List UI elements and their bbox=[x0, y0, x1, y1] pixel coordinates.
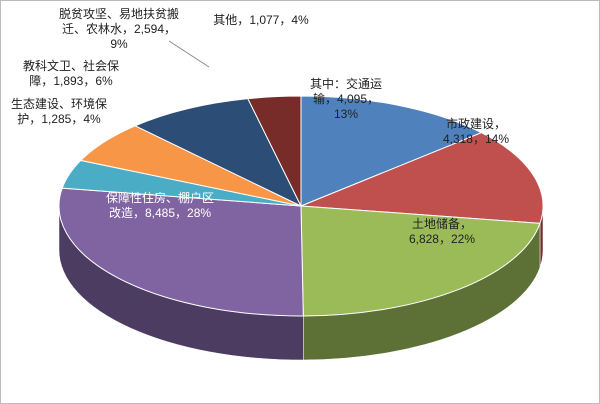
separator: ， bbox=[367, 92, 380, 106]
separator: ， bbox=[71, 112, 84, 126]
separator: ， bbox=[494, 117, 507, 131]
slice bbox=[247, 95, 302, 207]
value-label: 6,828 bbox=[408, 232, 439, 246]
slice bbox=[300, 205, 541, 317]
value-label: 1,285 bbox=[41, 112, 72, 126]
separator: ， bbox=[438, 232, 451, 246]
percent-label: 6% bbox=[95, 74, 113, 88]
value-label: 4,095 bbox=[336, 92, 368, 106]
leader-line bbox=[168, 40, 210, 68]
category-name: 其他 bbox=[213, 13, 238, 27]
value-label: 2,594 bbox=[133, 22, 165, 36]
percent-label: 14% bbox=[485, 132, 510, 146]
data-label: 保障性住房、棚户区改造，8,485，28% bbox=[101, 191, 219, 221]
percent-label: 22% bbox=[451, 232, 476, 246]
category-name: 脱贫攻坚、易地扶贫搬迁、农林水 bbox=[59, 7, 180, 36]
value-label: 4,318 bbox=[442, 132, 473, 146]
value-label: 1,893 bbox=[53, 74, 84, 88]
separator: ， bbox=[472, 132, 485, 146]
percent-label: 13% bbox=[333, 107, 359, 121]
separator: ， bbox=[279, 13, 292, 27]
separator: ， bbox=[121, 22, 134, 36]
separator: ， bbox=[237, 13, 250, 27]
separator: ， bbox=[41, 74, 54, 88]
category-name: 其中：交通运输 bbox=[309, 77, 382, 106]
category-name: 教科文卫、社会保障 bbox=[22, 59, 119, 88]
value-label: 1,077 bbox=[249, 13, 280, 27]
category-name: 生态建设、环境保护 bbox=[10, 97, 107, 126]
percent-label: 9% bbox=[110, 37, 128, 51]
value-label: 8,485 bbox=[144, 206, 175, 220]
percent-label: 4% bbox=[83, 112, 101, 126]
slice bbox=[58, 187, 304, 317]
slice bbox=[300, 132, 544, 224]
data-label: 其中：交通运输，4,095，13% bbox=[301, 77, 391, 122]
percent-label: 28% bbox=[187, 206, 212, 220]
slice bbox=[300, 95, 483, 207]
data-label: 脱贫攻坚、易地扶贫搬迁、农林水，2,594，9% bbox=[59, 7, 179, 52]
data-label: 其他，1,077，4% bbox=[201, 13, 321, 28]
data-label: 土地储备，6,828，22% bbox=[396, 217, 488, 247]
data-label: 市政建设，4,318，14% bbox=[431, 117, 521, 147]
category-name: 保障性住房、棚户区改造 bbox=[105, 191, 214, 220]
separator: ， bbox=[175, 206, 188, 220]
percent-label: 4% bbox=[291, 13, 309, 27]
separator: ， bbox=[132, 206, 145, 220]
data-label: 生态建设、环境保护，1,285，4% bbox=[9, 97, 109, 127]
separator: ， bbox=[164, 22, 177, 36]
category-name: 市政建设 bbox=[445, 117, 494, 131]
separator: ， bbox=[324, 92, 337, 106]
category-name: 土地储备 bbox=[411, 217, 460, 231]
separator: ， bbox=[83, 74, 96, 88]
separator: ， bbox=[29, 112, 42, 126]
data-label: 教科文卫、社会保障，1,893，6% bbox=[21, 59, 121, 89]
separator: ， bbox=[460, 217, 473, 231]
slice bbox=[134, 98, 303, 208]
